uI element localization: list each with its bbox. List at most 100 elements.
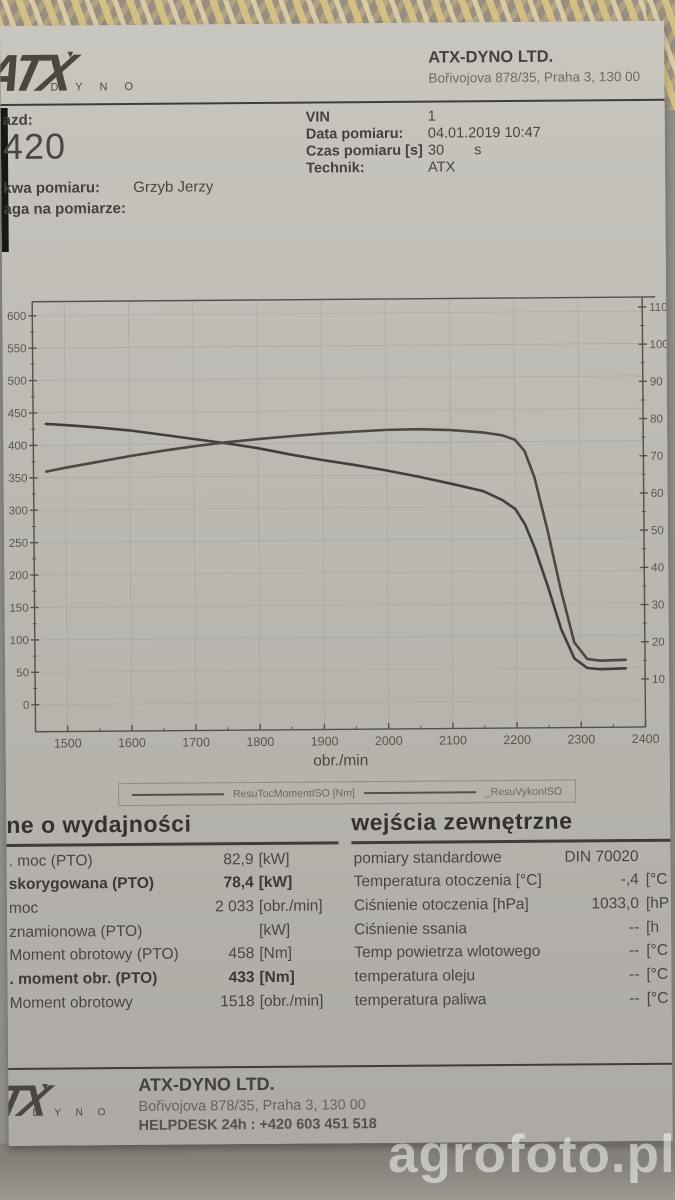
row-label: temperatura paliwa [354,990,487,1009]
row-value: 78,4 [223,874,254,892]
left-axis-tick-label: 550 [7,343,26,355]
right-axis-tick-label: 20 [652,637,665,649]
performance-table-rows: . moc (PTO) 82,9 [kW] skorygowana (PTO) 78,4… [6,850,339,1018]
row-label: pomiary standardowe [353,848,502,867]
dyno-report-paper: ATX▼ D Y N O ATX-DYNO LTD. Bořivojova 87… [0,20,673,1146]
left-axis-tick-label: 300 [9,505,28,517]
right-axis-tick-label: 90 [650,376,663,388]
torque-curve [44,422,628,671]
row-value: 433 [228,968,255,987]
company-address: Bořivojova 878/35, Praha 3, 130 00 [428,68,641,86]
row-value: -- [628,942,640,960]
company-name: ATX-DYNO LTD. [428,47,554,67]
table-row: . moc (PTO) 82,9 [kW] [6,850,338,876]
row-label: moc [8,899,39,917]
right-axis-tick-label: 70 [650,451,663,463]
row-value: -- [629,989,640,1007]
x-axis-tick-label: 1900 [311,734,339,748]
table-row: Ciśnienie otoczenia [hPa] 1033,0 [hP [352,894,673,920]
meta-value: 30 [427,142,445,159]
grid-line-horizontal [32,310,643,317]
x-axis-line [35,726,646,733]
table-row: Moment obrotowy 1518 [obr./min] [8,992,340,1018]
table-row: pomiary standardowe DIN 70020 [351,847,672,873]
row-label: Temperatura otoczenia [°C] [353,871,542,891]
left-axis-tick-label: 200 [9,570,28,582]
table-row: temperatura oleju -- [°C [352,966,672,992]
grid-line-horizontal [33,407,644,414]
measure-name-label: kwa pomiaru: [3,179,101,197]
table-row: znamionowa (PTO) [kW] [7,921,339,947]
measurement-meta: VIN 1 Data pomiaru: 04.01.2019 10:47 Czas po… [306,107,657,178]
right-axis-tick-label: 110 [649,302,667,314]
meta-label: Technik: [306,160,365,177]
row-value: 82,9 [223,850,254,868]
agrofoto-watermark: agrofoto.pl [388,1125,675,1184]
meta-value: ATX [428,159,456,176]
meta-label: VIN [305,109,330,126]
footer-logo-triangle-icon: ▼ [40,1081,51,1093]
grid-line-vertical [449,298,454,729]
table-row: skorygowana (PTO) 78,4 [kW] [7,874,339,900]
legend-line-torque [131,792,224,796]
grid-line-vertical [320,299,325,730]
grid-line-vertical [384,298,390,729]
grid-line-vertical [256,299,261,730]
left-axis-tick-label: 350 [8,473,27,485]
x-axis-title: obr./min [313,752,368,769]
left-axis-tick-label: 100 [10,635,29,647]
grid-line-horizontal [35,699,646,706]
meta-value: 04.01.2019 10:47 [427,124,541,142]
company-block: ATX-DYNO LTD. Bořivojova 878/35, Praha 3… [428,47,640,86]
row-value: -- [628,918,640,936]
left-axis-tick-label: 600 [7,311,26,323]
meta-row: Technik: ATX [306,158,656,178]
row-value: DIN 70020 [564,847,639,866]
dyno-chart: 0 50 100 150 200 250 300 350 400 450 500 550 600 10 20… [7,296,669,770]
grid-line-vertical [128,300,133,731]
x-axis-tick-label: 1500 [54,736,82,750]
footer-company-address: Bořivojova 878/35, Praha 3, 130 00 [138,1097,366,1115]
row-label: . moment obr. (PTO) [9,969,158,988]
grid-line-horizontal [32,375,643,381]
footer-atx-dyno-logo: ATX▼ D Y N O [0,1077,111,1137]
row-unit: [Nm] [259,944,293,963]
right-axis-tick-label: 60 [651,488,664,500]
vehicle-number: 420 [2,125,67,167]
grid-line-horizontal [34,537,645,544]
right-axis-tick-label: 50 [651,525,664,537]
chart-top-border [32,296,656,303]
header-divider [0,98,665,106]
left-axis-tick-label: 400 [8,440,27,452]
table-row: Ciśnienie ssania -- [h [352,918,673,944]
grid-line-horizontal [33,440,644,446]
x-axis-tick-label: 1700 [182,735,210,749]
right-axis-tick-label: 40 [651,562,664,574]
row-unit: [°C [646,942,669,960]
grid-line-horizontal [33,505,644,511]
logo-triangle-icon: ▼ [65,49,76,61]
footer-company-block: ATX-DYNO LTD. Bořivojova 878/35, Praha 3… [138,1073,377,1134]
right-axis-tick-label: 10 [652,674,665,686]
meta-suffix: s [474,142,482,159]
grid-line-vertical [577,297,582,728]
row-unit: [°C [646,989,669,1007]
footer-helpdesk: HELPDESK 24h : +420 603 451 518 [138,1116,377,1134]
grid-line-horizontal [34,569,645,576]
x-axis-tick-label: 2000 [375,734,403,748]
x-axis-tick-label: 2200 [503,733,531,747]
row-label: znamionowa (PTO) [9,922,143,941]
row-unit: [obr./min] [259,992,324,1010]
meta-value: 1 [427,108,436,125]
chart-legend: ResuTocMomentISO [Nm] _ResuVykonISO [117,779,577,807]
external-table-title: wejścia zewnętrzne [351,807,573,836]
row-value: 2 033 [215,897,254,916]
row-label: skorygowana (PTO) [8,875,155,894]
power-curve [45,427,627,663]
row-unit: [kW] [258,873,293,892]
left-axis-tick-label: 150 [9,603,28,615]
row-unit: [°C [646,965,669,983]
legend-label-power: _ResuVykonISO [484,785,563,798]
logo-subtext: D Y N O [50,80,141,94]
